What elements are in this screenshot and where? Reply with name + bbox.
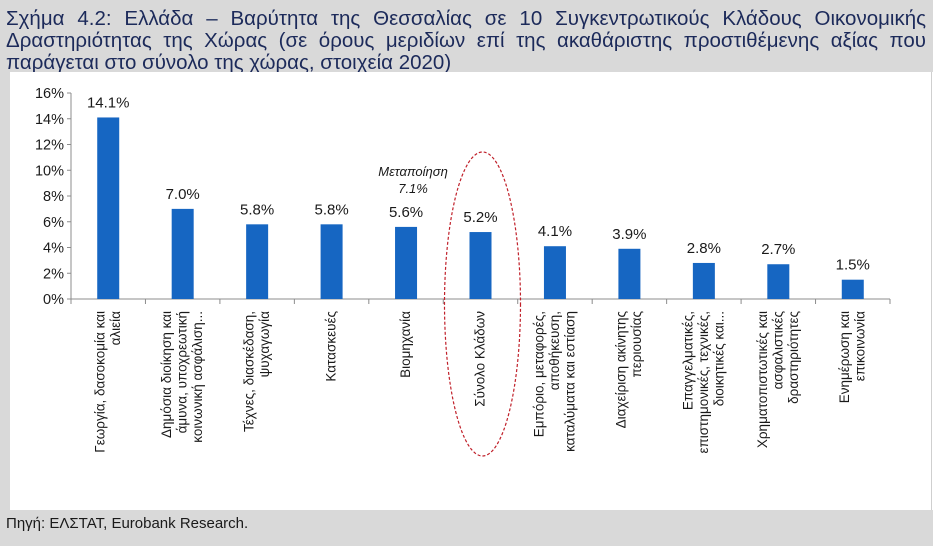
category-label: Γεωργία, δασοκομία καιαλιεία [92,311,123,453]
bar [320,224,343,299]
bar [841,279,864,299]
category-label-line: περιουσίας [629,311,644,378]
bar-value-label: 1.5% [836,257,870,274]
y-tick-label: 10% [35,163,64,179]
category-label: Χρηματοπιστωτικές καιασφαλιστικέςδραστηρ… [755,311,801,449]
bar [97,117,120,300]
category-label-line: Χρηματοπιστωτικές και [755,311,770,448]
category-label-line: Δημόσια διοίκηση και [159,311,174,438]
y-tick-label: 14% [35,112,64,128]
category-label: Σύνολο Κλάδων [473,311,488,407]
annotation-line-1: Μεταποίηση [378,164,448,179]
category-label-line: καταλύματα και εστίαση [562,311,577,452]
bar-chart: 0% 2% 4% 6% 8% 10% 12% 14% 16% 14.1% Γεωργία, δασο… [35,86,891,457]
bar-value-label: 5.6% [389,204,423,221]
y-tick-label: 4% [43,241,64,257]
category-label-line: Τέχνες, διασκέδαση, [241,311,256,432]
category-label-line: Επαγγελματικές, [680,311,695,410]
category-label: Διαχείριση ακίνητηςπεριουσίας [614,311,645,429]
y-tick-label: 6% [43,215,64,231]
category-label-line: αλιεία [108,311,123,346]
category-label: Κατασκευές [324,311,339,382]
bar-value-label: 4.1% [538,223,572,240]
y-tick-label: 0% [43,292,64,308]
category-label-line: Γεωργία, δασοκομία και [92,311,107,453]
chart-left-band [0,72,10,510]
bar-value-label: 7.0% [166,186,200,203]
bar [767,264,790,299]
category-label-line: Κατασκευές [324,311,339,382]
category-label-line: Ενημέρωση και [837,311,852,403]
category-label-line: Εμπόριο, μεταφορές, [531,311,546,437]
y-tick-label: 12% [35,138,64,154]
bar [395,226,418,299]
annotation-line-2: 7.1% [398,181,428,196]
highlight-ellipse [443,151,522,457]
y-tick-label: 16% [35,86,64,102]
bar [543,246,566,299]
category-label: Ενημέρωση καιεπικοινωνία [837,311,868,403]
source-note: Πηγή: ΕΛΣΤΑΤ, Eurobank Research. [6,515,249,532]
category-label-line: διοικητικές και... [711,311,726,406]
category-label-line: Σύνολο Κλάδων [473,311,488,407]
bar [618,248,641,299]
category-label-line: Βιομηχανία [398,311,413,378]
y-tick-label: 8% [43,189,64,205]
category-label-line: Διαχείριση ακίνητης [614,311,629,429]
category-label: Επαγγελματικές,επιστημονικές, τεχνικές,δ… [680,311,726,454]
bar-value-label: 3.9% [612,226,646,243]
category-label-line: άμυνα, υποχρεωτική [175,311,190,433]
bar-value-label: 5.8% [240,201,274,218]
bar [469,232,492,299]
chart-title: Σχήμα 4.2: Ελλάδα – Βαρύτητα της Θεσσαλί… [6,7,926,74]
bar [246,224,269,299]
bar-value-label: 5.2% [463,209,497,226]
category-label: Τέχνες, διασκέδαση,ψυχαγωγία [241,311,271,432]
category-label: Εμπόριο, μεταφορές,αποθήκευση,καταλύματα… [531,311,577,452]
bar [692,262,715,299]
title-band [0,0,933,72]
y-tick-label: 2% [43,266,64,282]
category-label-line: δραστηριότητες [786,311,801,404]
bar-value-label: 14.1% [87,94,130,111]
category-label: Βιομηχανία [398,311,413,378]
category-label-line: επιστημονικές, τεχνικές, [696,311,711,454]
bar [171,208,194,299]
source-band [0,510,933,546]
category-label-line: ψυχαγωγία [257,311,272,378]
category-label: Δημόσια διοίκηση καιάμυνα, υποχρεωτικήκο… [159,311,205,443]
category-label-line: ασφαλιστικές [770,311,785,390]
category-label-line: αποθήκευση, [547,311,562,390]
bar-value-label: 2.8% [687,240,721,257]
category-label-line: επικοινωνία [853,311,868,381]
bar-value-label: 2.7% [761,241,795,258]
bar-value-label: 5.8% [314,201,348,218]
category-label-line: κοινωνική ασφάλιση... [190,311,205,443]
